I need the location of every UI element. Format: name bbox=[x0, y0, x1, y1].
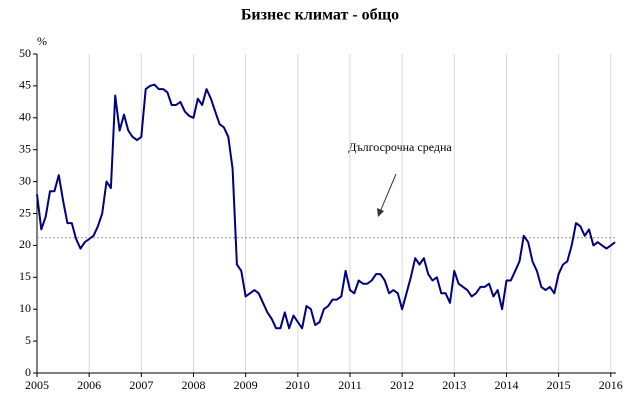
x-tick-label: 2011 bbox=[338, 378, 362, 392]
y-tick-label: 50 bbox=[19, 46, 31, 60]
x-tick-label: 2015 bbox=[547, 378, 571, 392]
x-tick-label: 2016 bbox=[599, 378, 623, 392]
arrow-head bbox=[377, 208, 384, 217]
x-tick-label: 2005 bbox=[25, 378, 49, 392]
y-tick-label: 0 bbox=[25, 365, 31, 379]
x-tick-label: 2009 bbox=[234, 378, 258, 392]
x-tick-label: 2008 bbox=[181, 378, 205, 392]
y-tick-label: 5 bbox=[25, 333, 31, 347]
y-tick-label: 40 bbox=[19, 110, 31, 124]
annotation-arrow bbox=[379, 173, 397, 213]
y-tick-label: 10 bbox=[19, 301, 31, 315]
x-tick-label: 2010 bbox=[286, 378, 310, 392]
chart-title: Бизнес климат - общо bbox=[241, 7, 399, 24]
annotation: Дългосрочна средна bbox=[348, 140, 452, 154]
x-tick-label: 2006 bbox=[77, 378, 101, 392]
y-tick-label: 25 bbox=[19, 205, 31, 219]
y-tick-label: 15 bbox=[19, 269, 31, 283]
x-tick-label: 2014 bbox=[494, 378, 518, 392]
y-tick-label: 35 bbox=[19, 141, 31, 155]
y-axis-label: % bbox=[37, 34, 47, 48]
y-tick-label: 30 bbox=[19, 173, 31, 187]
y-tick-label: 45 bbox=[19, 78, 31, 92]
x-tick-label: 2013 bbox=[442, 378, 466, 392]
line bbox=[36, 83, 616, 330]
x-tick-label: 2007 bbox=[129, 378, 153, 392]
x-tick-label: 2012 bbox=[390, 378, 414, 392]
y-tick-label: 20 bbox=[19, 237, 31, 251]
